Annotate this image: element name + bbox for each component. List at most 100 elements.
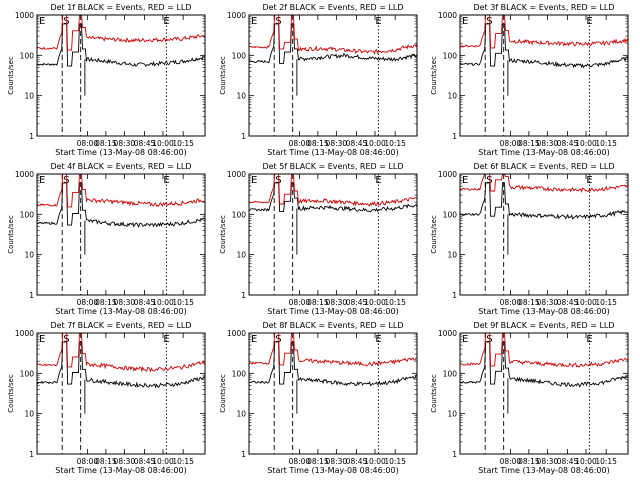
marker-label-s: S bbox=[486, 175, 492, 186]
marker-label-e: E bbox=[462, 334, 468, 345]
y-tick-label: 10 bbox=[447, 251, 457, 260]
y-tick-label: 1 bbox=[29, 132, 34, 141]
y-tick-label: 10 bbox=[24, 410, 34, 419]
panel-title: Det 8f BLACK = Events, RED = LLD bbox=[262, 321, 403, 330]
events-series-line bbox=[248, 341, 418, 387]
x-axis-label: Start Time (13-May-08 08:46:00) bbox=[267, 148, 398, 157]
y-tick-label: 1 bbox=[452, 132, 457, 141]
y-tick-label: 100 bbox=[443, 369, 458, 378]
marker-label-e2: E bbox=[163, 175, 169, 186]
plot-frame bbox=[36, 332, 206, 455]
y-axis-label: Counts/sec bbox=[7, 374, 15, 413]
events-series-line bbox=[248, 182, 418, 213]
x-tick-label: 08:30 bbox=[537, 298, 559, 307]
x-tick-label: 10:15 bbox=[384, 298, 406, 307]
x-tick-label: 10:00 bbox=[575, 298, 597, 307]
x-axis-label: Start Time (13-May-08 08:46:00) bbox=[478, 307, 609, 316]
x-axis-label: Start Time (13-May-08 08:46:00) bbox=[267, 466, 398, 475]
marker-label-e2: E bbox=[586, 16, 592, 27]
x-tick-label: 08:00 bbox=[77, 139, 99, 148]
x-tick-label: 10:15 bbox=[384, 139, 406, 148]
y-tick-label: 1 bbox=[241, 291, 246, 300]
marker-label-e2: E bbox=[375, 16, 381, 27]
x-tick-label: 08:15 bbox=[518, 139, 540, 148]
x-tick-label: 08:30 bbox=[114, 139, 136, 148]
x-tick-label: 08:15 bbox=[95, 139, 117, 148]
x-tick-label: 10:15 bbox=[595, 457, 617, 466]
y-axis-label: Counts/sec bbox=[7, 215, 15, 254]
x-tick-label: 08:15 bbox=[518, 457, 540, 466]
y-tick-label: 100 bbox=[20, 51, 35, 60]
y-axis-label: Counts/sec bbox=[430, 56, 438, 95]
plot-frame bbox=[459, 332, 629, 455]
x-tick-label: 10:15 bbox=[595, 298, 617, 307]
marker-label-e: E bbox=[39, 16, 45, 27]
plot-frame bbox=[248, 14, 418, 137]
y-tick-label: 1 bbox=[29, 291, 34, 300]
events-series-line bbox=[248, 23, 418, 64]
plot-frame bbox=[36, 14, 206, 137]
plot-frame bbox=[36, 173, 206, 296]
x-tick-label: 08:15 bbox=[95, 457, 117, 466]
y-tick-label: 1000 bbox=[438, 11, 457, 20]
y-tick-label: 1000 bbox=[15, 170, 34, 179]
y-tick-label: 100 bbox=[232, 51, 247, 60]
y-axis-label: Counts/sec bbox=[219, 56, 227, 95]
x-tick-label: 10:00 bbox=[364, 457, 386, 466]
y-tick-label: 100 bbox=[20, 210, 35, 219]
x-axis-label: Start Time (13-May-08 08:46:00) bbox=[478, 466, 609, 475]
x-axis-label: Start Time (13-May-08 08:46:00) bbox=[55, 466, 186, 475]
marker-label-e2: E bbox=[375, 334, 381, 345]
y-tick-label: 1000 bbox=[227, 329, 246, 338]
x-axis-label: Start Time (13-May-08 08:46:00) bbox=[55, 307, 186, 316]
y-tick-label: 10 bbox=[236, 410, 246, 419]
y-tick-label: 10 bbox=[24, 251, 34, 260]
marker-label-e: E bbox=[39, 175, 45, 186]
x-tick-label: 08:30 bbox=[326, 298, 348, 307]
x-tick-label: 10:00 bbox=[152, 457, 174, 466]
y-tick-label: 1 bbox=[452, 450, 457, 459]
events-series-line bbox=[459, 182, 629, 220]
x-axis-label: Start Time (13-May-08 08:46:00) bbox=[478, 148, 609, 157]
y-tick-label: 1000 bbox=[227, 11, 246, 20]
x-tick-label: 10:00 bbox=[575, 457, 597, 466]
x-tick-label: 08:30 bbox=[326, 139, 348, 148]
x-tick-label: 10:00 bbox=[364, 139, 386, 148]
y-axis-label: Counts/sec bbox=[7, 56, 15, 95]
x-tick-label: 10:15 bbox=[384, 457, 406, 466]
y-axis-label: Counts/sec bbox=[430, 374, 438, 413]
x-tick-label: 08:00 bbox=[289, 298, 311, 307]
marker-label-e: E bbox=[462, 175, 468, 186]
events-series-line bbox=[459, 341, 629, 388]
x-tick-label: 08:15 bbox=[95, 298, 117, 307]
y-tick-label: 100 bbox=[443, 210, 458, 219]
plot-frame bbox=[248, 332, 418, 455]
x-tick-label: 08:30 bbox=[114, 457, 136, 466]
panel-title: Det 2f BLACK = Events, RED = LLD bbox=[262, 3, 403, 12]
x-tick-label: 10:15 bbox=[172, 139, 194, 148]
x-tick-label: 08:15 bbox=[307, 457, 329, 466]
marker-label-e: E bbox=[251, 334, 257, 345]
y-tick-label: 1000 bbox=[438, 170, 457, 179]
marker-label-e: E bbox=[251, 16, 257, 27]
y-axis-label: Counts/sec bbox=[219, 374, 227, 413]
panel-title: Det 4f BLACK = Events, RED = LLD bbox=[50, 162, 191, 171]
x-tick-label: 08:45 bbox=[134, 298, 156, 307]
panel-title: Det 7f BLACK = Events, RED = LLD bbox=[50, 321, 191, 330]
x-tick-label: 10:00 bbox=[364, 298, 386, 307]
x-tick-label: 08:45 bbox=[134, 139, 156, 148]
y-tick-label: 1 bbox=[452, 291, 457, 300]
x-tick-label: 08:00 bbox=[500, 457, 522, 466]
x-tick-label: 08:45 bbox=[346, 139, 368, 148]
panel-title: Det 9f BLACK = Events, RED = LLD bbox=[473, 321, 614, 330]
y-tick-label: 1000 bbox=[438, 329, 457, 338]
x-tick-label: 10:15 bbox=[172, 457, 194, 466]
x-tick-label: 08:00 bbox=[77, 298, 99, 307]
x-tick-label: 08:30 bbox=[537, 457, 559, 466]
x-tick-label: 08:00 bbox=[500, 298, 522, 307]
y-tick-label: 10 bbox=[447, 410, 457, 419]
panel-title: Det 6f BLACK = Events, RED = LLD bbox=[473, 162, 614, 171]
x-tick-label: 10:00 bbox=[575, 139, 597, 148]
y-tick-label: 100 bbox=[232, 210, 247, 219]
